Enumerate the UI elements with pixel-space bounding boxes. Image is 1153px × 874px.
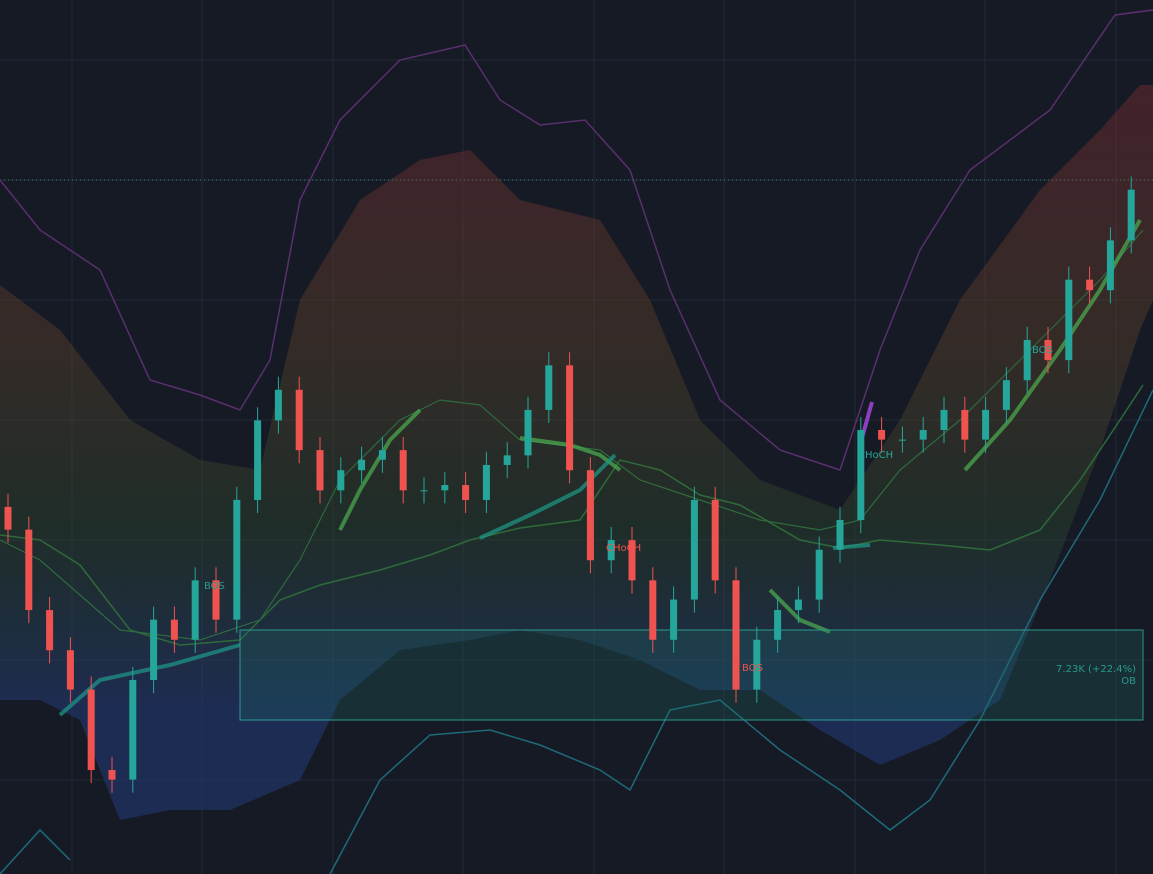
candle-body xyxy=(212,580,220,620)
trend-line xyxy=(768,588,831,634)
candle-body xyxy=(25,529,33,611)
candle-body xyxy=(586,470,594,561)
candle-body xyxy=(753,639,761,690)
candle-body xyxy=(358,459,366,471)
candle-body xyxy=(337,470,345,491)
candle-body xyxy=(961,409,969,440)
candle-body xyxy=(774,610,782,640)
candle-body xyxy=(607,540,615,561)
candle-body xyxy=(170,619,178,640)
candle-body xyxy=(295,389,303,451)
candle-body xyxy=(815,549,823,600)
trend-line xyxy=(58,643,241,717)
candle-body xyxy=(66,650,74,690)
candle-body xyxy=(503,455,511,465)
candle-body xyxy=(129,679,137,780)
candle-body xyxy=(982,409,990,440)
candle-body xyxy=(711,499,719,581)
bos-label: BOS xyxy=(1032,345,1053,356)
bos-label: BOS xyxy=(742,663,763,674)
candle-body xyxy=(4,506,12,530)
candle-body xyxy=(524,409,532,456)
candle-body xyxy=(690,499,698,600)
band-fill xyxy=(0,85,1153,820)
candle-body xyxy=(628,540,636,581)
candle-body xyxy=(940,409,948,431)
candle-body xyxy=(1106,240,1114,291)
candle-body xyxy=(836,520,844,550)
candles xyxy=(4,176,1135,793)
candle-body xyxy=(399,450,407,491)
candle-body xyxy=(898,439,906,441)
lower-band xyxy=(0,389,1153,874)
candle-body xyxy=(919,430,927,440)
candle-body xyxy=(233,499,241,620)
candle-body xyxy=(87,689,95,770)
candle-body xyxy=(1044,339,1052,361)
candle-body xyxy=(732,580,740,690)
candle-body xyxy=(566,365,574,471)
candle-body xyxy=(274,389,282,421)
candle-body xyxy=(150,619,158,680)
trend-line xyxy=(479,453,617,540)
candle-body xyxy=(441,485,449,491)
candle-body xyxy=(46,610,54,651)
trend-line xyxy=(338,408,422,531)
upper-band xyxy=(0,9,1153,471)
choch-label: CHoCH xyxy=(858,450,893,461)
candle-body xyxy=(1086,279,1094,291)
candle-body xyxy=(254,420,262,500)
ob-volume: 7.23K (+22.4%) xyxy=(1056,664,1136,675)
candle-body xyxy=(1065,279,1073,361)
candle-body xyxy=(1002,380,1010,410)
candle-body xyxy=(857,430,865,521)
candle-body xyxy=(482,464,490,500)
candle-body xyxy=(420,490,428,492)
candle-body xyxy=(794,599,802,611)
candle-body xyxy=(1023,339,1031,381)
candle-body xyxy=(649,580,657,640)
candle-body xyxy=(670,599,678,640)
candle-body xyxy=(545,365,553,410)
choch-label: CHoCH xyxy=(606,543,641,554)
candle-body xyxy=(1127,189,1135,241)
candle-body xyxy=(878,430,886,440)
order-block xyxy=(239,629,1144,721)
ob-label: OB xyxy=(1121,676,1136,687)
candle-body xyxy=(462,485,470,500)
candle-body xyxy=(316,450,324,491)
bos-label: BOS xyxy=(204,581,225,592)
candle-body xyxy=(191,580,199,640)
candle-body xyxy=(378,450,386,460)
candle-body xyxy=(108,769,116,780)
basis-line xyxy=(0,384,1144,646)
